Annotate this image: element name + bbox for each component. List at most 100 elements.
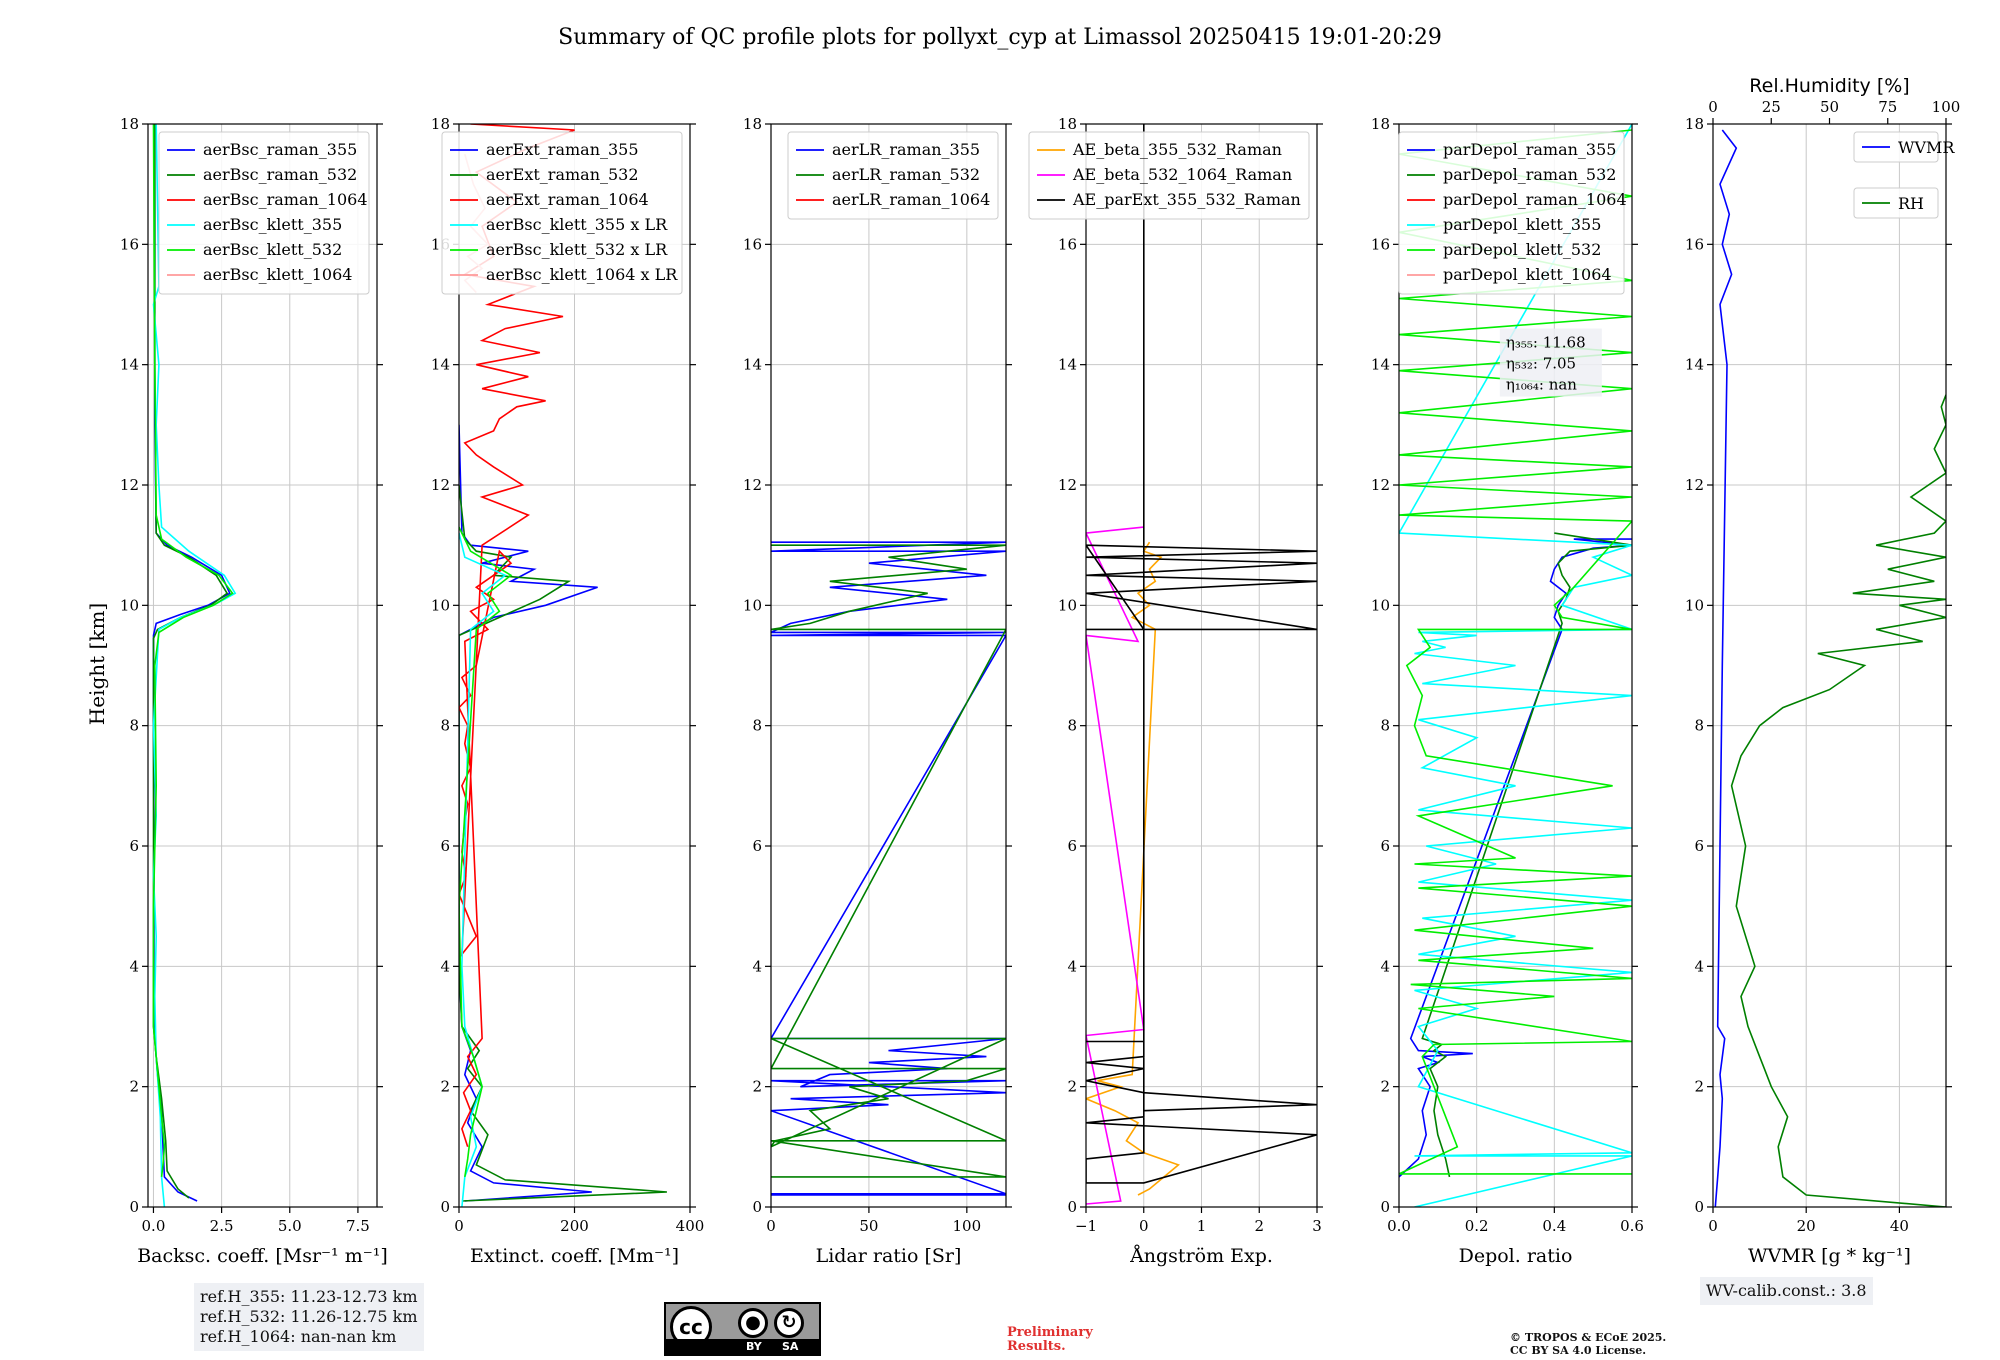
y-tick-label: 12 (431, 476, 450, 494)
x-tick-label: 0 (1139, 1217, 1149, 1235)
legend-depol: parDepol_raman_355 parDepol_raman_532 parD… (1398, 131, 1627, 295)
y-tick-label: 0 (1694, 1198, 1704, 1216)
legend-box (441, 131, 683, 295)
y-tick-label: 18 (1685, 115, 1704, 133)
series-line-2 (1086, 124, 1317, 1184)
legend-label: aerExt_raman_532 (486, 165, 639, 184)
y-tick-label: 6 (129, 837, 139, 855)
legend-label: aerBsc_klett_1064 x LR (486, 265, 678, 284)
x-tick-label: 5.0 (278, 1217, 302, 1235)
y-tick-label: 12 (120, 476, 139, 494)
x-tick-label: 1 (1197, 1217, 1207, 1235)
legend-box (1853, 131, 1939, 163)
x-tick-label: 400 (676, 1217, 705, 1235)
preliminary-line-2: Results. (1007, 1339, 1066, 1354)
ref-height-1064: ref.H_1064: nan-nan km (200, 1327, 397, 1346)
legend-box (1398, 131, 1625, 295)
license-strip (666, 1339, 819, 1354)
series-line-1 (771, 544, 1006, 1178)
legend-label: aerBsc_raman_532 (203, 165, 357, 184)
legend-label: AE_beta_532_1064_Raman (1072, 165, 1292, 184)
y-tick-label: 2 (440, 1078, 450, 1096)
x-tick-label: 40 (1890, 1217, 1909, 1235)
y-tick-label: 6 (1380, 837, 1390, 855)
y-tick-label: 8 (1380, 717, 1390, 735)
y-tick-label: 14 (1371, 356, 1390, 374)
y-tick-label: 18 (743, 115, 762, 133)
legend-box (1028, 131, 1310, 220)
legend-label: AE_beta_355_532_Raman (1072, 140, 1282, 159)
y-tick-label: 8 (440, 717, 450, 735)
series-line-0 (771, 541, 1006, 1196)
legend-label: AE_parExt_355_532_Raman (1072, 190, 1301, 209)
x-tick-label: 50 (859, 1217, 878, 1235)
x-axis-label: WVMR [g * kg⁻¹] (1748, 1245, 1911, 1267)
series-line-1 (152, 124, 229, 1199)
top-x-tick-label: 0 (1708, 98, 1718, 116)
y-tick-label: 4 (129, 957, 139, 975)
x-tick-label: 0.4 (1542, 1217, 1566, 1235)
y-tick-label: 10 (743, 596, 762, 614)
y-tick-label: 8 (1694, 717, 1704, 735)
x-tick-label: 0.0 (1387, 1217, 1411, 1235)
panel-depol: 0 2 4 6 8 10 12 14 16 18 0.0 0.2 0.4 0.6 Depol. ratio p… (1371, 115, 1644, 1267)
x-axis-label: Lidar ratio [Sr] (816, 1245, 962, 1267)
legend-label: parDepol_klett_532 (1443, 240, 1601, 259)
plot-frame (1712, 123, 1947, 1208)
annotation-text: η₁₀₆₄: nan (1506, 376, 1577, 394)
series-line-0 (1714, 129, 1738, 1207)
x-tick-label: 0.2 (1465, 1217, 1489, 1235)
y-tick-label: 14 (743, 356, 762, 374)
legend-lr: aerLR_raman_355 aerLR_raman_532 aerLR_rama… (787, 131, 999, 220)
y-tick-label: 14 (1058, 356, 1077, 374)
y-tick-label: 10 (120, 596, 139, 614)
x-axis-label: Depol. ratio (1459, 1245, 1573, 1267)
legend-label: aerExt_raman_355 (486, 140, 639, 159)
y-tick-label: 2 (1380, 1078, 1390, 1096)
series-line-4 (459, 526, 513, 1178)
series-line-3 (1399, 124, 1632, 1207)
series-line-1 (1730, 394, 1946, 1207)
y-tick-label: 10 (1058, 596, 1077, 614)
series-line-4 (152, 124, 234, 1177)
plot-frame (770, 123, 1007, 1208)
annotation-text: η₅₃₂: 7.05 (1506, 355, 1576, 373)
legend-box (158, 131, 370, 295)
legend-label: aerBsc_raman_1064 (203, 190, 368, 209)
series-line-1 (1421, 532, 1632, 1178)
legend-label: aerLR_raman_1064 (832, 190, 990, 209)
y-tick-label: 0 (440, 1198, 450, 1216)
legend-box (787, 131, 999, 220)
y-tick-label: 8 (1067, 717, 1077, 735)
y-tick-label: 4 (1380, 957, 1390, 975)
x-tick-label: 3 (1312, 1217, 1322, 1235)
y-tick-label: 10 (431, 596, 450, 614)
y-tick-label: 2 (129, 1078, 139, 1096)
x-tick-label: 0 (454, 1217, 464, 1235)
top-x-tick-label: 75 (1878, 98, 1897, 116)
series-line-0 (1399, 538, 1632, 1178)
cc-icon-text: cc (679, 1315, 703, 1339)
x-tick-label: 0.6 (1620, 1217, 1644, 1235)
y-tick-label: 12 (1685, 476, 1704, 494)
annotation-text: η₃₅₅: 11.68 (1506, 334, 1586, 352)
y-tick-label: 16 (1058, 235, 1077, 253)
legend-label: parDepol_klett_1064 (1443, 265, 1612, 284)
y-tick-label: 10 (1685, 596, 1704, 614)
y-tick-label: 4 (440, 957, 450, 975)
legend-ae: AE_beta_355_532_Raman AE_beta_532_1064_Ra… (1028, 131, 1310, 220)
panel-bsc: 0 2 4 6 8 10 12 14 16 18 0.0 2.5 5.0 7.5 Backsc. coeff… (120, 115, 388, 1267)
x-tick-label: 2.5 (210, 1217, 234, 1235)
legend-label: aerBsc_klett_355 x LR (486, 215, 668, 234)
figure-title: Summary of QC profile plots for pollyxt_… (558, 25, 1442, 50)
legend-ext: aerExt_raman_355 aerExt_raman_532 aerExt_r… (441, 131, 683, 295)
top-axis-label: Rel.Humidity [%] (1749, 75, 1909, 97)
x-tick-label: −1 (1075, 1217, 1097, 1235)
plot-frame (147, 123, 378, 1208)
plot-frame (1398, 123, 1633, 1208)
y-tick-label: 18 (431, 115, 450, 133)
ref-height-355: ref.H_355: 11.23-12.73 km (200, 1287, 418, 1306)
series-line-2 (459, 124, 575, 1148)
